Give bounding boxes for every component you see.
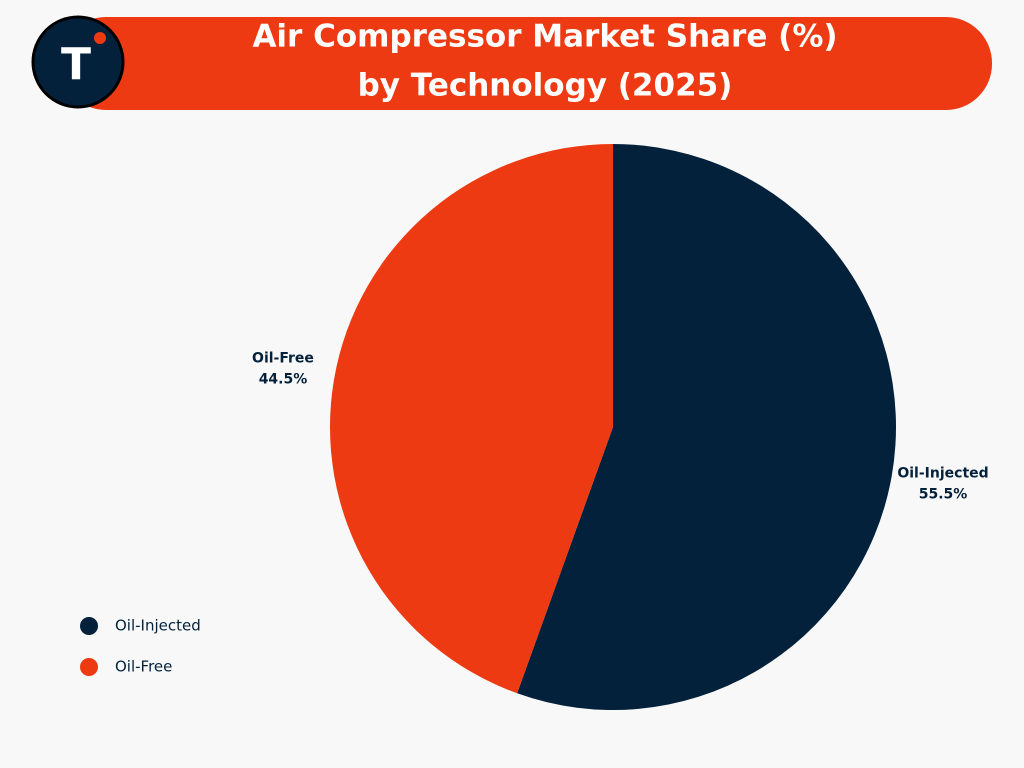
- chart-title: Air Compressor Market Share (%): [252, 19, 837, 55]
- logo-dot: [94, 32, 106, 44]
- legend-label: Oil-Injected: [115, 617, 201, 635]
- slice-label: Oil-Free: [252, 350, 314, 366]
- pie-slice: [517, 144, 896, 710]
- legend-label: Oil-Free: [115, 658, 172, 676]
- pie-slice: [329, 143, 613, 694]
- slice-label: Oil-Injected: [897, 466, 988, 482]
- data-label: 44.5%: [259, 371, 308, 387]
- legend-marker: [80, 617, 98, 635]
- title-bar: [60, 17, 992, 110]
- chart-title: by Technology (2025): [358, 68, 733, 104]
- logo-text: T: [61, 39, 91, 90]
- data-label: 55.5%: [919, 487, 968, 503]
- legend-marker: [80, 658, 98, 676]
